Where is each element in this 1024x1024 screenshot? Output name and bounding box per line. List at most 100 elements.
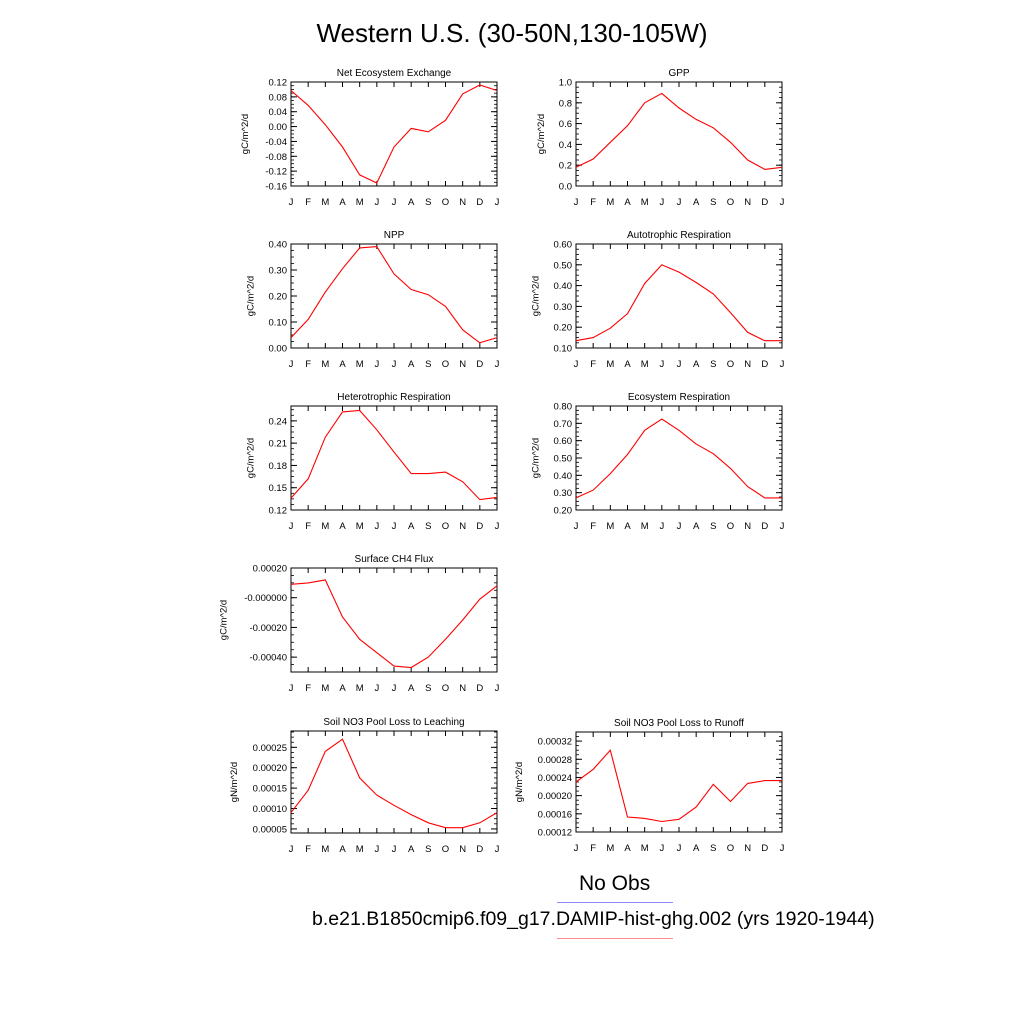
x-tick-label: D bbox=[476, 359, 483, 370]
series-line bbox=[575, 92, 783, 170]
y-tick-label: 0.50 bbox=[554, 454, 573, 465]
x-tick-label: M bbox=[356, 683, 364, 694]
x-tick-label: N bbox=[744, 843, 751, 854]
x-tick-label: F bbox=[305, 521, 311, 532]
x-tick-label: A bbox=[693, 521, 700, 532]
x-tick-label: J bbox=[574, 843, 579, 854]
y-tick-label: 0.30 bbox=[554, 488, 573, 499]
x-tick-label: A bbox=[693, 359, 700, 370]
y-tick-label: 0.40 bbox=[554, 281, 573, 292]
y-tick-label: 0.40 bbox=[269, 240, 288, 251]
x-tick-label: J bbox=[574, 359, 579, 370]
x-tick-label: A bbox=[408, 359, 415, 370]
y-tick-label: 0.00015 bbox=[253, 784, 287, 795]
x-tick-label: J bbox=[574, 521, 579, 532]
y-tick-label: 0.00024 bbox=[538, 773, 572, 784]
y-tick-label: 0.70 bbox=[554, 419, 573, 430]
x-tick-label: M bbox=[356, 521, 364, 532]
panel-title: Heterotrophic Respiration bbox=[337, 392, 450, 403]
x-tick-label: S bbox=[425, 683, 431, 694]
x-tick-label: M bbox=[356, 359, 364, 370]
y-tick-label: 0.08 bbox=[269, 92, 288, 103]
x-tick-label: M bbox=[321, 521, 329, 532]
page-title: Western U.S. (30-50N,130-105W) bbox=[316, 18, 708, 48]
panel-title: GPP bbox=[668, 68, 689, 79]
legend-model-label: b.e21.B1850cmip6.f09_g17.DAMIP-hist-ghg.… bbox=[312, 908, 875, 930]
x-tick-label: N bbox=[459, 521, 466, 532]
x-tick-label: J bbox=[495, 359, 500, 370]
x-tick-label: A bbox=[339, 521, 346, 532]
x-tick-label: N bbox=[459, 844, 466, 855]
y-tick-label: 0.20 bbox=[554, 506, 573, 517]
y-tick-label: 0.20 bbox=[554, 323, 573, 334]
x-tick-label: J bbox=[374, 521, 379, 532]
x-tick-label: F bbox=[305, 844, 311, 855]
y-tick-label: 0.60 bbox=[554, 436, 573, 447]
x-tick-label: J bbox=[780, 521, 785, 532]
x-tick-label: M bbox=[641, 843, 649, 854]
y-axis-label: gC/m^2/d bbox=[530, 438, 541, 478]
y-tick-label: -0.000000 bbox=[244, 593, 287, 604]
y-tick-label: 0.00020 bbox=[253, 763, 287, 774]
x-tick-label: J bbox=[392, 359, 397, 370]
x-tick-label: N bbox=[744, 197, 751, 208]
x-tick-label: J bbox=[289, 844, 294, 855]
x-tick-label: J bbox=[677, 843, 682, 854]
x-tick-label: A bbox=[339, 683, 346, 694]
y-axis-label: gN/m^2/d bbox=[229, 762, 240, 802]
y-tick-label: 0.00032 bbox=[538, 737, 572, 748]
y-tick-label: -0.00040 bbox=[249, 653, 287, 664]
x-tick-label: A bbox=[693, 197, 700, 208]
y-tick-label: -0.16 bbox=[265, 182, 287, 193]
x-tick-label: O bbox=[727, 197, 734, 208]
x-tick-label: M bbox=[321, 683, 329, 694]
y-tick-label: 0.00020 bbox=[253, 564, 287, 575]
x-tick-label: M bbox=[606, 197, 614, 208]
x-tick-label: S bbox=[710, 521, 716, 532]
panel-title: Soil NO3 Pool Loss to Runoff bbox=[614, 718, 744, 729]
x-tick-label: M bbox=[641, 359, 649, 370]
x-tick-label: O bbox=[727, 843, 734, 854]
x-tick-label: J bbox=[289, 197, 294, 208]
x-tick-label: M bbox=[606, 521, 614, 532]
x-tick-label: J bbox=[374, 359, 379, 370]
y-tick-label: 0.30 bbox=[554, 302, 573, 313]
x-tick-label: D bbox=[761, 359, 768, 370]
y-tick-label: 0.00010 bbox=[253, 804, 287, 815]
x-tick-label: A bbox=[624, 197, 631, 208]
x-tick-label: M bbox=[356, 197, 364, 208]
plot-frame bbox=[290, 81, 498, 187]
y-tick-label: 0.8 bbox=[559, 98, 572, 109]
plot-frame bbox=[575, 81, 783, 187]
y-tick-label: 0.10 bbox=[554, 344, 573, 355]
x-tick-label: J bbox=[495, 844, 500, 855]
x-tick-label: O bbox=[727, 521, 734, 532]
x-tick-label: D bbox=[476, 683, 483, 694]
x-tick-label: A bbox=[408, 844, 415, 855]
panel-title: Autotrophic Respiration bbox=[627, 230, 731, 241]
x-tick-label: J bbox=[780, 359, 785, 370]
x-tick-label: D bbox=[761, 843, 768, 854]
plot-frame bbox=[575, 405, 783, 511]
x-tick-label: N bbox=[459, 683, 466, 694]
x-tick-label: A bbox=[624, 359, 631, 370]
plot-frame bbox=[290, 405, 498, 511]
x-tick-label: J bbox=[374, 197, 379, 208]
x-tick-label: F bbox=[305, 359, 311, 370]
y-tick-label: 0.12 bbox=[269, 78, 288, 89]
y-tick-label: -0.00020 bbox=[249, 623, 287, 634]
x-tick-label: J bbox=[574, 197, 579, 208]
y-tick-label: -0.04 bbox=[265, 137, 287, 148]
x-tick-label: O bbox=[442, 844, 449, 855]
legend-obs-line bbox=[557, 902, 673, 903]
y-tick-label: 0.4 bbox=[559, 140, 572, 151]
x-tick-label: J bbox=[392, 683, 397, 694]
y-tick-label: 0.6 bbox=[559, 119, 572, 130]
x-tick-label: S bbox=[710, 197, 716, 208]
y-tick-label: 0.00028 bbox=[538, 755, 572, 766]
x-tick-label: J bbox=[659, 843, 664, 854]
y-tick-label: 0.24 bbox=[269, 416, 288, 427]
x-tick-label: O bbox=[727, 359, 734, 370]
y-tick-label: 0.00025 bbox=[253, 743, 287, 754]
